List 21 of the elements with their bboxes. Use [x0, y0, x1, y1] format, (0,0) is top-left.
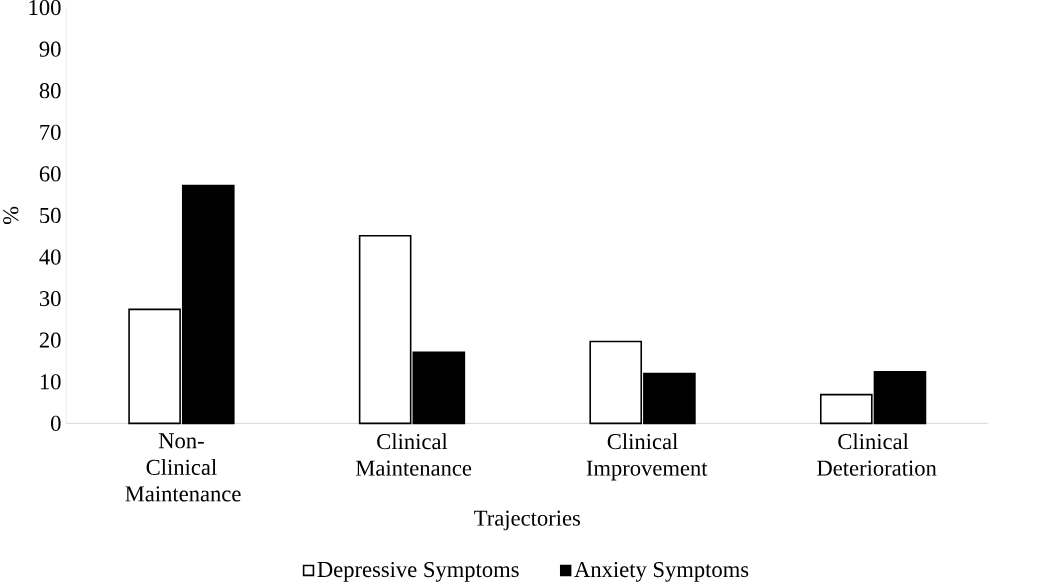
x-axis-title: Trajectories: [474, 510, 581, 531]
y-tick-label: 60: [39, 166, 61, 182]
legend-label: Anxiety Symptoms: [574, 562, 749, 582]
x-tick-label: Non-Clinical Maintenance: [125, 433, 241, 502]
y-tick-label: 50: [40, 207, 61, 224]
y-axis-title: %: [3, 206, 19, 225]
x-tick-label: Clinical Improvement: [586, 433, 708, 481]
bar: [412, 351, 466, 425]
legend-label: Depressive Symptoms: [317, 562, 519, 582]
bar: [358, 235, 412, 425]
y-tick-label: 80: [39, 83, 61, 99]
y-tick-label: 0: [51, 415, 61, 432]
y-tick-label: 30: [39, 291, 61, 307]
x-tick-label: Clinical Deterioration: [817, 433, 937, 476]
y-tick-label: 10: [40, 374, 61, 390]
y-tick-label: 40: [39, 249, 61, 265]
y-tick-label: 90: [39, 41, 61, 57]
x-tick-label: Clinical Maintenance: [355, 433, 472, 476]
y-tick-label: 20: [39, 332, 61, 348]
y-tick-label: 70: [40, 124, 61, 140]
y-tick-label: 100: [29, 0, 61, 16]
